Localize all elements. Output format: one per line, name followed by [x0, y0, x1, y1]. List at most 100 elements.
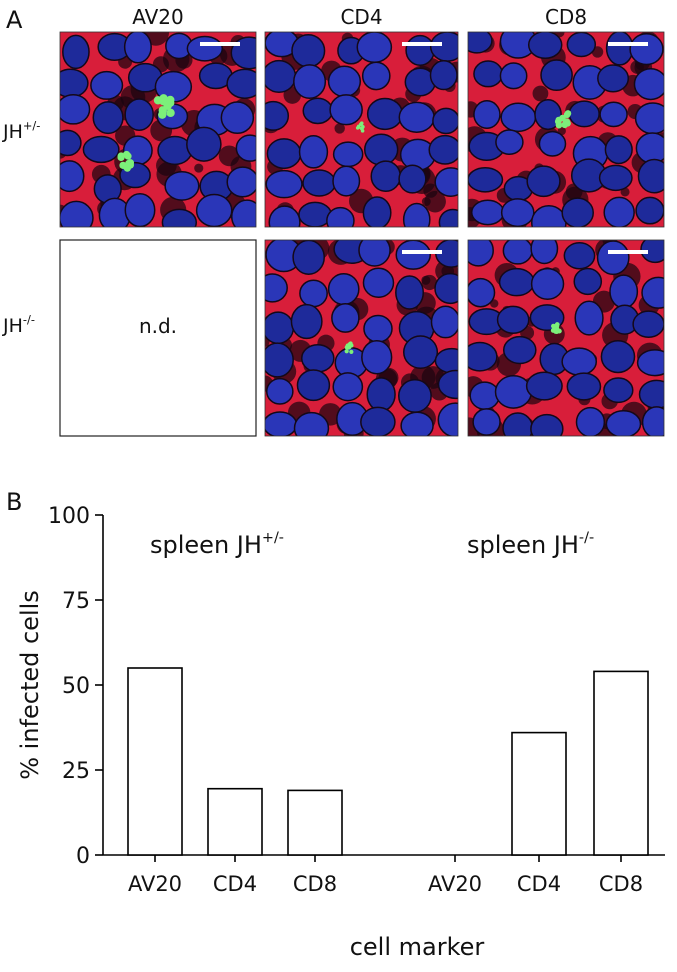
micrograph-frame — [467, 239, 665, 437]
nucleus — [398, 164, 427, 194]
y-tick-label: 75 — [62, 589, 90, 614]
nucleus — [161, 208, 198, 227]
dark-spot — [218, 145, 240, 167]
row-label-base: JH — [2, 121, 23, 143]
nucleus — [637, 158, 664, 194]
nucleus — [361, 61, 391, 91]
annotation-sup: -/- — [579, 530, 594, 546]
nucleus — [573, 267, 603, 296]
nucleus — [634, 102, 664, 135]
nucleus — [473, 60, 504, 88]
nucleus — [265, 100, 290, 131]
nucleus — [437, 369, 458, 400]
nucleus — [603, 196, 635, 227]
nucleus — [434, 347, 458, 374]
nucleus — [525, 371, 563, 401]
nucleus — [366, 377, 396, 412]
nucleus — [434, 167, 458, 197]
nucleus — [530, 413, 564, 436]
nucleus — [429, 32, 458, 62]
nucleus — [164, 170, 200, 201]
nucleus — [298, 135, 329, 169]
dark-spot — [532, 85, 549, 102]
column-label: AV20 — [132, 5, 184, 29]
nucleus — [596, 240, 630, 276]
micrographs — [59, 31, 665, 437]
nucleus — [500, 198, 535, 227]
nucleus — [60, 68, 89, 98]
nucleus — [226, 166, 256, 198]
micrograph-frame — [467, 31, 665, 228]
bar — [287, 789, 343, 856]
nucleus — [402, 335, 439, 369]
nucleus — [220, 101, 255, 135]
nucleus — [600, 339, 636, 374]
virus-signal — [159, 94, 168, 103]
nucleus — [526, 165, 561, 198]
x-axis-label: cell marker — [350, 933, 485, 961]
nucleus — [434, 272, 458, 305]
nucleus — [530, 267, 565, 300]
nucleus — [632, 310, 664, 339]
nucleus — [332, 165, 361, 197]
nucleus — [598, 164, 633, 192]
nucleus — [597, 64, 630, 93]
panel-label: A — [6, 6, 23, 34]
nucleus — [186, 35, 224, 62]
nucleus — [472, 408, 501, 436]
nucleus — [574, 300, 604, 336]
nucleus — [332, 141, 364, 168]
virus-signal — [158, 110, 167, 119]
micrograph — [468, 32, 664, 227]
nucleus — [60, 93, 91, 125]
nucleus — [296, 369, 331, 402]
nucleus — [629, 32, 664, 66]
panel-label: B — [6, 488, 22, 516]
y-axis-label: % infected cells — [16, 590, 44, 780]
virus-signal — [349, 349, 354, 354]
nucleus — [124, 98, 154, 131]
virus-signal — [349, 343, 354, 348]
nucleus — [432, 107, 458, 135]
nucleus — [90, 70, 124, 100]
nucleus — [62, 34, 90, 70]
nucleus — [566, 32, 597, 58]
virus-signal — [124, 152, 132, 160]
nucleus — [331, 303, 360, 333]
nucleus — [638, 379, 664, 409]
nucleus — [469, 381, 500, 410]
x-tick-label: CD4 — [517, 872, 561, 896]
nucleus — [230, 36, 256, 70]
not-determined: n.d. — [139, 314, 177, 338]
nucleus — [265, 342, 294, 378]
nucleus — [362, 267, 395, 298]
nucleus — [566, 372, 602, 401]
virus-signal — [344, 349, 349, 354]
nucleus — [468, 166, 504, 193]
y-tick-label: 100 — [48, 504, 90, 529]
bar — [593, 670, 649, 856]
dark-spot — [334, 123, 345, 134]
nucleus — [265, 311, 295, 345]
nucleus — [540, 59, 573, 92]
nucleus — [499, 62, 528, 90]
nucleus — [473, 100, 501, 129]
nucleus — [470, 199, 505, 226]
nucleus — [358, 240, 391, 267]
dark-spot — [421, 275, 431, 285]
nucleus — [575, 406, 606, 436]
nucleus — [265, 59, 297, 94]
nucleus — [363, 133, 399, 166]
nucleus — [530, 240, 559, 265]
nucleus — [226, 68, 256, 99]
virus-signal — [555, 116, 563, 124]
nucleus — [302, 97, 334, 125]
micrograph-frame — [264, 239, 459, 437]
nucleus — [402, 202, 431, 227]
nucleus — [530, 204, 567, 227]
nucleus — [300, 343, 335, 373]
annotation-base: spleen JH — [150, 531, 262, 559]
nucleus — [332, 372, 364, 402]
column-label: CD4 — [340, 5, 382, 29]
